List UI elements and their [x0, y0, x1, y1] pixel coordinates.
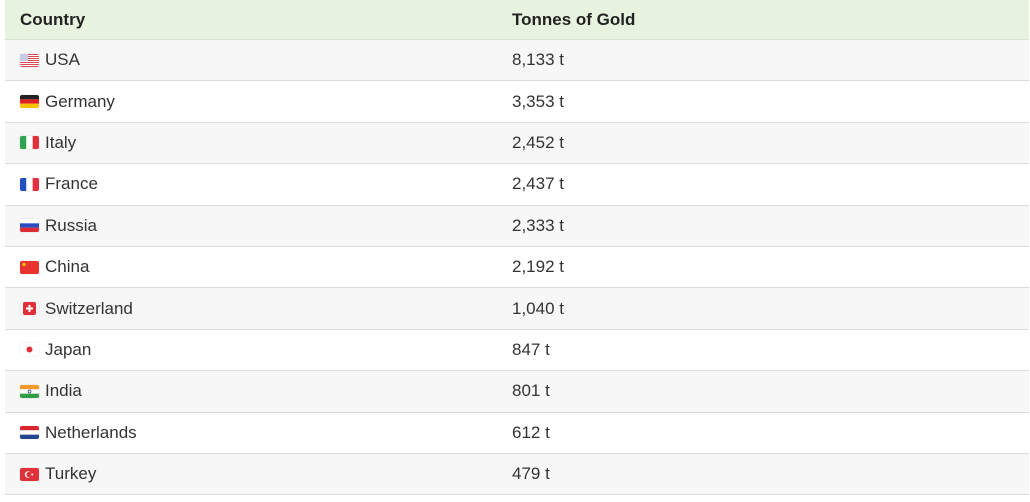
tonnes-cell: 2,192 t — [512, 257, 564, 277]
country-name: USA — [45, 50, 80, 70]
table-row: Italy 2,452 t — [5, 122, 1029, 165]
country-name: India — [45, 381, 82, 401]
country-column-header: Country — [20, 9, 86, 29]
gold-reserves-table: Country Tonnes of Gold USA 8,133 t Germany… — [5, 0, 1029, 496]
country-cell: China — [5, 257, 512, 277]
it-flag-icon — [20, 136, 39, 150]
table-row: China 2,192 t — [5, 247, 1029, 289]
country-cell: Germany — [5, 92, 512, 112]
country-name: France — [45, 174, 98, 194]
table-row: USA 8,133 t — [5, 40, 1029, 82]
tonnes-cell: 2,333 t — [512, 215, 564, 235]
country-cell: Japan — [5, 340, 512, 360]
in-flag-icon — [20, 384, 39, 398]
table-row: Japan 847 t — [5, 330, 1029, 372]
country-cell: Netherlands — [5, 423, 512, 443]
table-row: Russia 2,333 t — [5, 205, 1029, 247]
tonnes-cell: 3,353 t — [512, 91, 564, 111]
tonnes-cell: 8,133 t — [512, 50, 564, 70]
country-cell: Switzerland — [5, 299, 512, 319]
tonnes-cell: 801 t — [512, 381, 550, 401]
country-cell: India — [5, 381, 512, 401]
table-row: India 801 t — [5, 371, 1029, 413]
us-flag-icon — [20, 53, 39, 67]
table-row: Netherlands 612 t — [5, 413, 1029, 454]
country-cell: France — [5, 174, 512, 194]
country-name: Italy — [45, 132, 77, 152]
country-name: Switzerland — [45, 298, 133, 318]
de-flag-icon — [20, 95, 39, 109]
table-row: Germany 3,353 t — [5, 81, 1029, 123]
tonnes-cell: 1,040 t — [512, 298, 564, 318]
country-cell: USA — [5, 50, 512, 70]
country-cell: Turkey — [5, 464, 512, 484]
table-row: France 2,437 t — [5, 164, 1029, 206]
country-name: China — [45, 257, 90, 277]
ch-flag-icon — [20, 302, 39, 316]
ru-flag-icon — [20, 219, 39, 233]
nl-flag-icon — [20, 426, 39, 440]
tonnes-cell: 2,452 t — [512, 132, 564, 152]
tonnes-cell: 479 t — [512, 464, 550, 484]
tonnes-cell: 2,437 t — [512, 174, 564, 194]
fr-flag-icon — [20, 177, 39, 191]
table-row: Switzerland 1,040 t — [5, 288, 1029, 330]
country-name: Russia — [45, 215, 97, 235]
jp-flag-icon — [20, 343, 39, 357]
tonnes-cell: 612 t — [512, 422, 550, 442]
tonnes-cell: 847 t — [512, 339, 550, 359]
country-name: Netherlands — [45, 422, 137, 442]
country-name: Germany — [45, 91, 115, 111]
country-name: Japan — [45, 339, 92, 359]
cn-flag-icon — [20, 260, 39, 274]
country-name: Turkey — [45, 464, 97, 484]
country-cell: Italy — [5, 133, 512, 153]
table-row: Turkey 479 t — [5, 453, 1029, 496]
tonnes-column-header: Tonnes of Gold — [512, 9, 636, 29]
table-header-row: Country Tonnes of Gold — [5, 0, 1029, 40]
country-cell: Russia — [5, 216, 512, 236]
tr-flag-icon — [20, 467, 39, 481]
